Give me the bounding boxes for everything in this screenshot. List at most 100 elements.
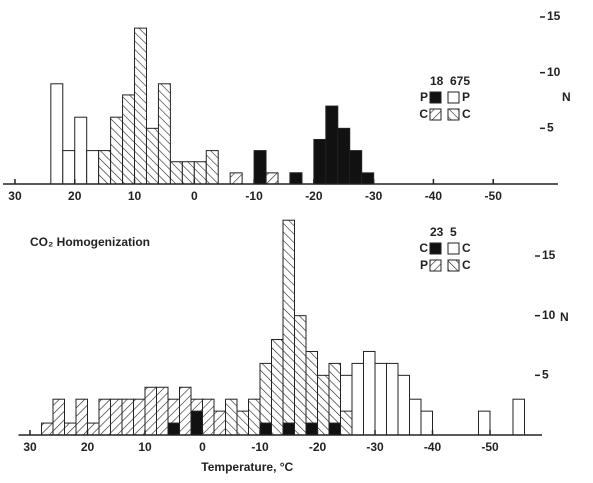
- x-tick-label: 0: [191, 189, 198, 203]
- histogram-bar: [179, 386, 192, 436]
- x-tick-label: 30: [23, 440, 37, 454]
- histogram-bar: [193, 161, 207, 185]
- histogram-bar: [145, 127, 159, 185]
- histogram-bar: [351, 362, 364, 436]
- histogram-bar: [202, 398, 215, 436]
- legend-label: C: [462, 107, 471, 121]
- histogram-bar: [328, 422, 341, 436]
- histogram-bar: [386, 362, 399, 436]
- x-tick-label: -30: [365, 189, 383, 203]
- histogram-bar: [363, 350, 376, 436]
- histogram-bar: [41, 422, 54, 436]
- histogram-bar: [313, 138, 327, 185]
- histogram-bar: [236, 410, 249, 436]
- histogram-bar: [420, 410, 433, 436]
- legend-label: C: [419, 241, 428, 255]
- x-tick-label: 20: [81, 440, 95, 454]
- x-tick-label: 10: [138, 440, 152, 454]
- histogram-bar: [181, 161, 195, 185]
- histogram-bar: [134, 27, 147, 185]
- histogram-bar: [409, 398, 422, 436]
- y-tick-label: 5: [542, 368, 549, 382]
- histogram-bar: [121, 398, 134, 436]
- histogram-bar: [305, 350, 318, 436]
- histogram-bar: [75, 398, 88, 436]
- legend-swatch: [447, 91, 460, 104]
- histogram-bar: [325, 105, 339, 185]
- histogram-bar: [289, 172, 303, 185]
- histogram-bar: [282, 422, 295, 436]
- y-axis-label: N: [560, 310, 569, 324]
- histogram-bar: [259, 422, 272, 436]
- histogram-bar: [62, 150, 76, 185]
- histogram-bar: [305, 422, 318, 436]
- legend-label: P: [462, 90, 470, 104]
- histogram-bar: [248, 398, 261, 436]
- histogram-bar: [74, 116, 88, 185]
- y-tick-label: 15: [542, 248, 556, 262]
- legend-swatch: [447, 108, 460, 121]
- legend-swatch: [429, 259, 442, 272]
- histogram-bar: [87, 422, 100, 436]
- legend-count: 675: [450, 74, 470, 88]
- x-tick-label: 0: [199, 440, 206, 454]
- histogram-bar: [265, 172, 279, 185]
- y-tick-label: 15: [547, 9, 561, 23]
- x-axis-label: Temperature, °C: [201, 460, 293, 474]
- histogram-bar: [133, 398, 146, 436]
- x-tick-label: -40: [425, 189, 443, 203]
- histogram-bar: [156, 386, 169, 436]
- histogram-bar: [50, 83, 64, 185]
- x-tick-label: 10: [128, 189, 142, 203]
- histogram-bar: [98, 398, 111, 436]
- legend-swatch: [447, 259, 460, 272]
- histogram-bar: [349, 150, 363, 185]
- y-tick-label: 10: [547, 65, 561, 79]
- legend-swatch: [429, 108, 442, 121]
- histogram-bar: [229, 172, 243, 185]
- histogram-bar: [282, 219, 295, 436]
- histogram-bar: [478, 410, 491, 436]
- x-tick-label: -50: [485, 189, 503, 203]
- histogram-bar: [190, 410, 203, 436]
- histogram-bar: [271, 339, 284, 436]
- histogram-bar: [167, 422, 180, 436]
- legend-count: 5: [450, 225, 457, 239]
- x-tick-label: -20: [305, 189, 323, 203]
- legend-label: P: [420, 258, 428, 272]
- histogram-bar: [98, 150, 112, 185]
- legend-label: C: [462, 258, 471, 272]
- legend-swatch: [429, 91, 442, 104]
- histogram-bar: [157, 83, 171, 185]
- y-axis-label: N: [562, 90, 571, 104]
- x-tick-label: -10: [245, 189, 263, 203]
- legend-count: 18: [430, 74, 444, 88]
- histogram-bar: [144, 386, 157, 436]
- histogram-bar: [253, 150, 267, 185]
- histogram-bar: [225, 398, 238, 436]
- legend-count: 23: [430, 225, 444, 239]
- x-tick-label: 20: [68, 189, 82, 203]
- x-tick-label: -40: [424, 440, 442, 454]
- y-tick-label: 5: [547, 121, 554, 135]
- x-tick-label: -50: [481, 440, 499, 454]
- histogram-bar: [110, 398, 123, 436]
- x-tick-label: -30: [366, 440, 384, 454]
- histogram-bar: [340, 410, 353, 436]
- histogram-bar: [110, 116, 124, 185]
- histogram-bar: [213, 410, 226, 436]
- x-tick-label: -20: [309, 440, 327, 454]
- histogram-bar: [361, 172, 375, 185]
- legend-swatch: [429, 242, 442, 255]
- histogram-bar: [169, 161, 183, 185]
- histogram-bar: [86, 150, 100, 185]
- x-tick-label: 30: [8, 189, 22, 203]
- histogram-bar: [122, 94, 136, 185]
- histogram-bar: [294, 315, 307, 436]
- histogram-bar: [397, 374, 410, 436]
- legend-label: P: [420, 90, 428, 104]
- histogram-bar: [52, 398, 65, 436]
- chart-title: CO₂ Homogenization: [30, 235, 150, 249]
- legend-swatch: [447, 242, 460, 255]
- histogram-bar: [337, 127, 351, 185]
